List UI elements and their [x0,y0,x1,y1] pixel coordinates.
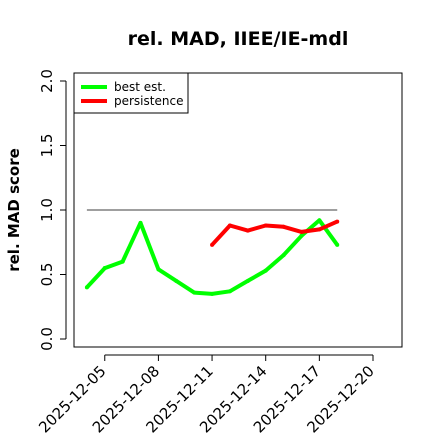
y-tick-label: 0.0 [38,327,56,351]
data-point-persistence [317,227,322,232]
data-point-best-est [120,259,125,264]
data-point-persistence [281,224,286,229]
data-point-best-est [317,218,322,223]
y-axis-label: rel. MAD score [5,148,23,272]
y-tick-label: 1.5 [38,134,56,158]
data-point-persistence [210,242,215,247]
series-layer [84,218,340,296]
data-point-best-est [84,285,89,290]
data-point-best-est [138,220,143,225]
data-point-best-est [156,267,161,272]
legend-label-best-est: best est. [114,80,166,94]
data-point-best-est [263,268,268,273]
data-point-best-est [281,253,286,258]
data-point-best-est [174,278,179,283]
data-point-best-est [210,291,215,296]
data-point-persistence [335,219,340,224]
data-point-best-est [227,289,232,294]
data-point-best-est [245,278,250,283]
legend-box [73,72,189,114]
data-point-best-est [102,266,107,271]
data-point-persistence [299,229,304,234]
y-axis: 0.0 0.5 1.0 1.5 2.0 [38,69,67,351]
data-point-best-est [299,233,304,238]
legend: best est. persistence [73,72,189,114]
data-point-best-est [335,242,340,247]
y-tick-label: 1.0 [38,198,56,222]
data-point-best-est [192,290,197,295]
series-line-persistence [210,219,339,247]
data-point-persistence [227,223,232,228]
data-point-persistence [263,223,268,228]
x-axis: 2025-12-052025-12-082025-12-112025-12-14… [35,354,378,436]
legend-label-persistence: persistence [114,94,183,108]
y-tick-label: 0.5 [38,263,56,287]
data-point-persistence [245,228,250,233]
plot-frame [73,72,403,348]
plot-area [73,72,403,348]
y-tick-label: 2.0 [38,69,56,93]
chart-title: rel. MAD, IIEE/IE-mdl [128,28,349,50]
